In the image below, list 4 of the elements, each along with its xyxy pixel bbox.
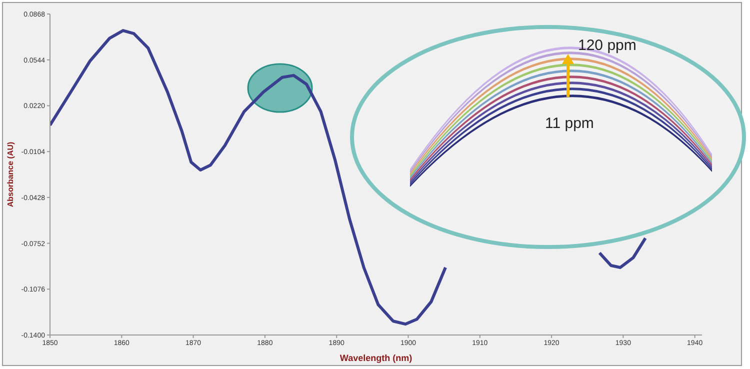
annotation: 120 ppm (578, 37, 636, 54)
x-axis-title: Wavelength (nm) (340, 353, 412, 363)
y-axis-title: Absorbance (AU) (6, 141, 15, 208)
annotation: 11 ppm (545, 115, 594, 132)
